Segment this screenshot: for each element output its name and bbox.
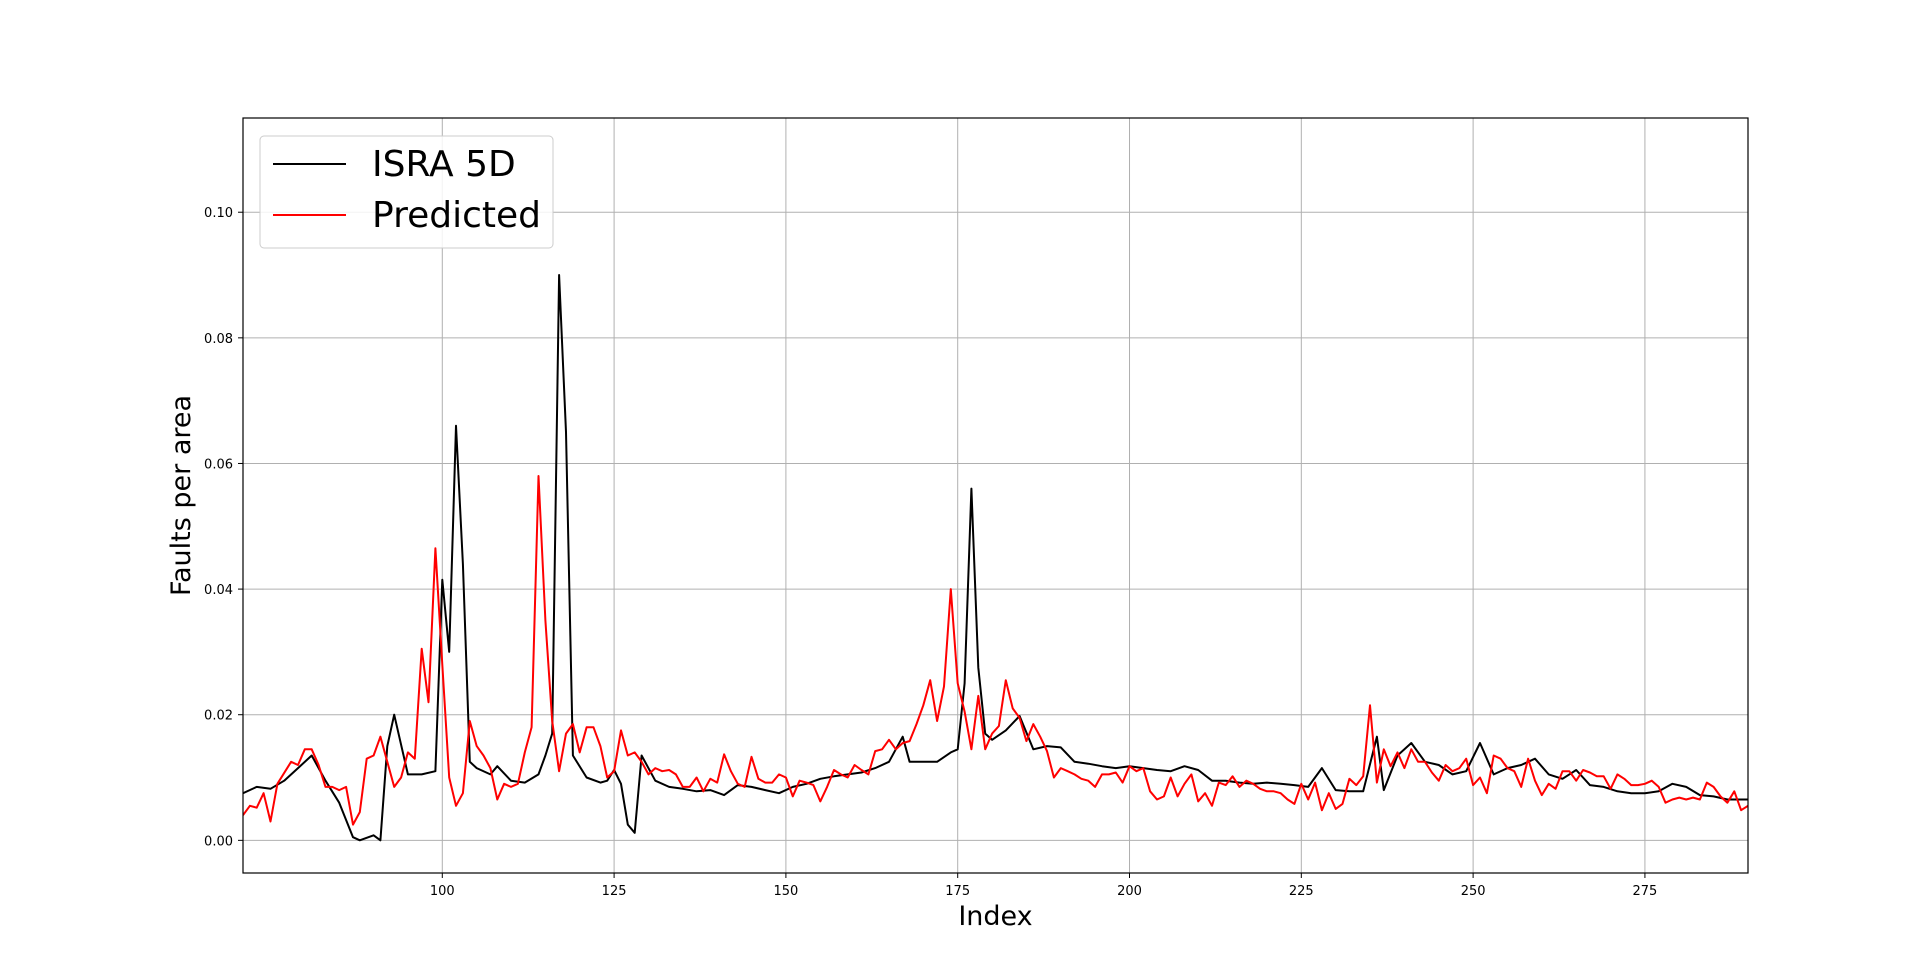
series-layer [243,274,1748,842]
x-tick-label: 200 [1117,884,1142,899]
y-tick-label: 0.04 [204,583,233,598]
y-tick-label: 0.08 [204,332,233,347]
x-tick-label: 100 [430,884,455,899]
x-tick-label: 175 [945,884,970,899]
x-tick-label: 125 [602,884,627,899]
legend-entry-isra-5d: ISRA 5D [372,144,516,185]
x-axis: 100 125 150 175 200 225 250 275 [430,873,1657,899]
plot-frame [242,117,1749,874]
y-tick-label: 0.10 [204,206,233,221]
y-tick-label: 0.06 [204,457,233,472]
legend: ISRA 5D Predicted [259,135,554,249]
legend-entry-predicted: Predicted [372,195,541,236]
series-line-isra-5d [243,274,1748,842]
y-tick-label: 0.00 [204,834,233,849]
x-tick-label: 150 [773,884,798,899]
x-tick-label: 275 [1633,884,1658,899]
x-tick-label: 225 [1289,884,1314,899]
y-axis: 0.00 0.02 0.04 0.06 0.08 0.10 [204,206,243,849]
y-axis-label: Faults per area [166,395,197,596]
x-tick-label: 250 [1461,884,1486,899]
y-tick-label: 0.02 [204,709,233,724]
x-axis-label: Index [958,901,1032,932]
grid [243,118,1748,873]
series-line-predicted [243,475,1748,826]
